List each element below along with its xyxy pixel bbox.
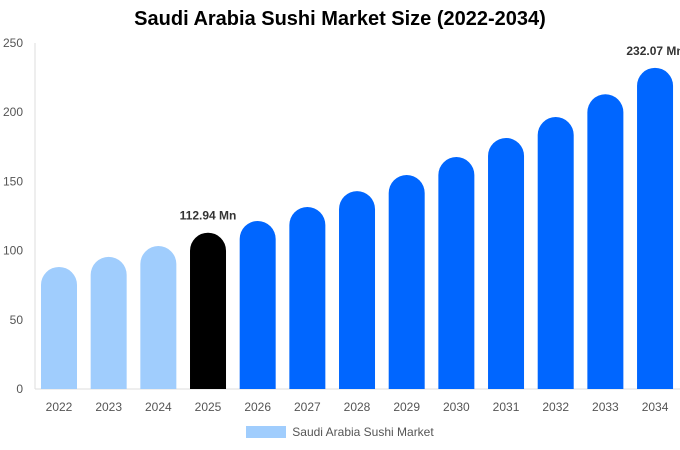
y-tick-label: 100 [3,244,23,258]
bar-2022 [41,266,77,389]
bar-2028 [339,191,376,389]
y-tick-label: 200 [3,105,23,119]
x-tick-label: 2033 [592,400,619,414]
bar-2032 [537,117,574,389]
x-tick-label: 2034 [642,400,669,414]
bar-2033 [587,94,624,389]
data-label: 232.07 Mn [626,44,680,58]
x-tick-label: 2022 [46,400,73,414]
x-tick-label: 2032 [542,400,569,414]
bar-2026 [239,220,276,389]
bar-2029 [388,175,425,389]
legend-swatch [246,426,287,438]
x-tick-label: 2028 [344,400,371,414]
x-tick-label: 2031 [493,400,520,414]
legend: Saudi Arabia Sushi Market [0,425,680,439]
bar-2023 [90,256,127,389]
x-tick-label: 2023 [95,400,122,414]
bar-chart: 0 50 100 150 200 250 2022 2023 2024 2025 2026 2027 2… [3,36,680,414]
x-tick-label: 2029 [393,400,420,414]
bar-2024 [140,246,177,389]
bar-2025 [190,232,227,389]
chart-title: Saudi Arabia Sushi Market Size (2022-203… [134,8,546,30]
y-tick-label: 250 [3,36,23,50]
y-tick-label: 0 [16,382,23,396]
x-tick-label: 2030 [443,400,470,414]
bar-2031 [488,137,525,389]
bar-2027 [289,207,326,389]
x-tick-label: 2025 [195,400,222,414]
bar-2030 [438,157,475,389]
x-tick-label: 2027 [294,400,321,414]
data-label: 112.94 Mn [180,209,237,223]
legend-label: Saudi Arabia Sushi Market [292,425,434,439]
bar-2034 [637,67,674,389]
y-tick-label: 150 [3,174,23,188]
y-tick-label: 50 [10,313,24,327]
x-tick-label: 2024 [145,400,172,414]
x-tick-label: 2026 [244,400,271,414]
